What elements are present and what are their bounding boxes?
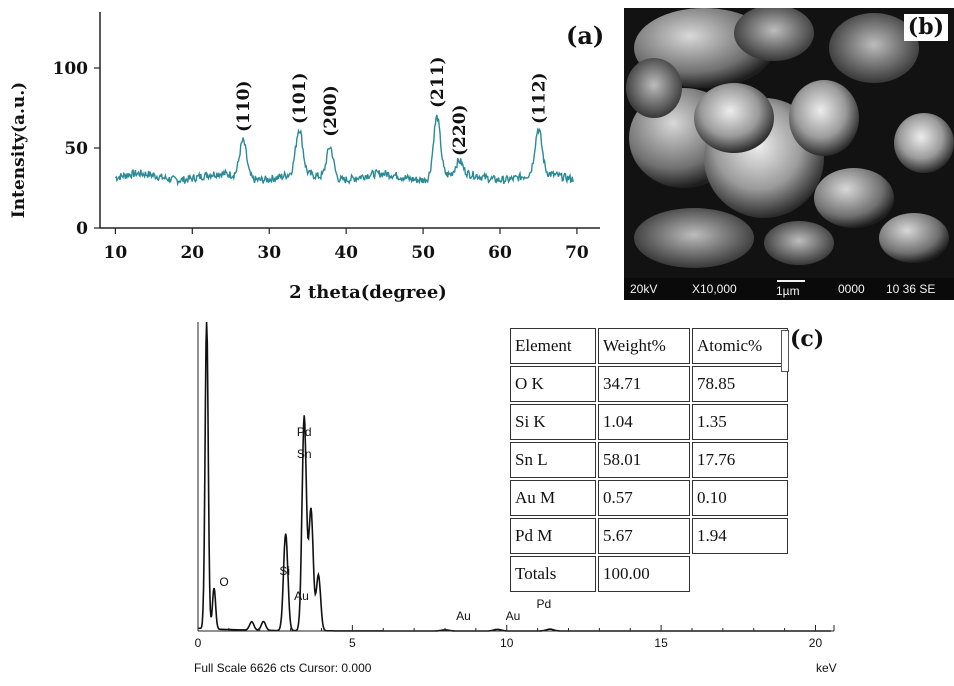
eds-status-text: Full Scale 6626 cts Cursor: 0.000 bbox=[194, 661, 372, 675]
cell-atomic: 78.85 bbox=[692, 366, 788, 402]
cell-weight: 5.67 bbox=[598, 518, 690, 554]
eds-x-tick-label: 10 bbox=[500, 636, 514, 650]
eds-peak-annotation: O bbox=[219, 575, 228, 589]
cell-atomic: 0.10 bbox=[692, 480, 788, 516]
xrd-chart: 10 20 30 40 50 60 70 0 50 100 (110) (101) (200) (211… bbox=[9, 12, 604, 303]
xrd-y-tick-label: 100 bbox=[53, 59, 89, 79]
table-row: Pd M 5.67 1.94 bbox=[510, 518, 788, 554]
table-totals-row: Totals 100.00 bbox=[510, 556, 788, 592]
xrd-x-tick-label: 30 bbox=[257, 243, 281, 263]
cell-element: Au M bbox=[510, 480, 596, 516]
sem-info-bar: 20kV X10,000 1µm 0000 10 36 SE bbox=[624, 278, 954, 300]
cell-element: Si K bbox=[510, 404, 596, 440]
xrd-y-tick-label: 0 bbox=[76, 219, 88, 239]
header-atomic: Atomic% bbox=[692, 328, 788, 364]
sem-scale-bar bbox=[777, 280, 805, 282]
eds-unit-label: keV bbox=[816, 661, 837, 675]
xrd-peak-label: (200) bbox=[321, 85, 341, 137]
eds-peak-annotation: Au bbox=[456, 609, 471, 623]
table-scrollbar[interactable] bbox=[781, 330, 789, 372]
sem-image-panel: (b) 20kV X10,000 1µm 0000 10 36 SE bbox=[624, 8, 954, 300]
cell-element: O K bbox=[510, 366, 596, 402]
cell-weight: 34.71 bbox=[598, 366, 690, 402]
header-weight: Weight% bbox=[598, 328, 690, 364]
cell-element: Sn L bbox=[510, 442, 596, 478]
sem-magnification: X10,000 bbox=[692, 282, 737, 296]
xrd-panel: 10 20 30 40 50 60 70 0 50 100 (110) (101) (200) (211… bbox=[0, 0, 620, 310]
eds-peak-annotation: Si bbox=[279, 564, 290, 578]
table-header-row: Element Weight% Atomic% bbox=[510, 328, 788, 364]
cell-atomic: 1.35 bbox=[692, 404, 788, 440]
cell-weight: 58.01 bbox=[598, 442, 690, 478]
sem-voltage: 20kV bbox=[630, 282, 658, 296]
xrd-peak-label: (220) bbox=[450, 104, 470, 156]
eds-x-tick-label: 0 bbox=[195, 636, 202, 650]
xrd-peak-label: (110) bbox=[234, 80, 254, 132]
xrd-x-tick-label: 20 bbox=[180, 243, 204, 263]
header-element: Element bbox=[510, 328, 596, 364]
sem-micrograph bbox=[624, 8, 954, 300]
eds-peak-annotation: Au bbox=[506, 609, 521, 623]
eds-x-tick-label: 20 bbox=[809, 636, 823, 650]
table-row: Si K 1.04 1.35 bbox=[510, 404, 788, 440]
cell-atomic: 17.76 bbox=[692, 442, 788, 478]
xrd-x-tick-label: 60 bbox=[488, 243, 512, 263]
xrd-peak-label: (101) bbox=[290, 72, 310, 124]
xrd-x-tick-label: 10 bbox=[104, 243, 128, 263]
xrd-x-tick-label: 50 bbox=[411, 243, 435, 263]
cell-empty bbox=[692, 556, 788, 592]
cell-element: Pd M bbox=[510, 518, 596, 554]
table-row: Sn L 58.01 17.76 bbox=[510, 442, 788, 478]
sem-id: 10 36 SE bbox=[886, 282, 936, 296]
panel-label-b: (b) bbox=[903, 14, 948, 41]
sem-code: 0000 bbox=[838, 282, 865, 296]
eds-x-tick-label: 15 bbox=[654, 636, 668, 650]
panel-label-c: (c) bbox=[790, 326, 825, 352]
eds-peak-annotation: Au bbox=[294, 589, 309, 603]
panel-label-a: (a) bbox=[566, 21, 604, 50]
xrd-y-tick-label: 50 bbox=[64, 139, 88, 159]
cell-weight: 0.57 bbox=[598, 480, 690, 516]
table-row: O K 34.71 78.85 bbox=[510, 366, 788, 402]
cell-totals-value: 100.00 bbox=[598, 556, 690, 592]
eds-peak-annotation: Sn bbox=[297, 447, 312, 461]
sem-scale: 1µm bbox=[776, 284, 800, 298]
cell-atomic: 1.94 bbox=[692, 518, 788, 554]
eds-peak-annotation: Pd bbox=[536, 597, 551, 611]
xrd-x-tick-label: 70 bbox=[565, 243, 589, 263]
xrd-x-axis-label: 2 theta(degree) bbox=[289, 282, 447, 303]
eds-composition-table: Element Weight% Atomic% O K 34.71 78.85 … bbox=[508, 326, 790, 594]
xrd-y-axis-label: Intensity(a.u.) bbox=[9, 82, 29, 218]
cell-weight: 1.04 bbox=[598, 404, 690, 440]
xrd-peak-label: (211) bbox=[428, 56, 448, 108]
cell-totals-label: Totals bbox=[510, 556, 596, 592]
table-row: Au M 0.57 0.10 bbox=[510, 480, 788, 516]
xrd-peak-label: (112) bbox=[529, 72, 549, 124]
eds-peak-annotation: Pd bbox=[297, 425, 312, 439]
xrd-x-tick-label: 40 bbox=[334, 243, 358, 263]
xrd-series-line bbox=[114, 114, 574, 187]
eds-x-tick-label: 5 bbox=[349, 636, 356, 650]
